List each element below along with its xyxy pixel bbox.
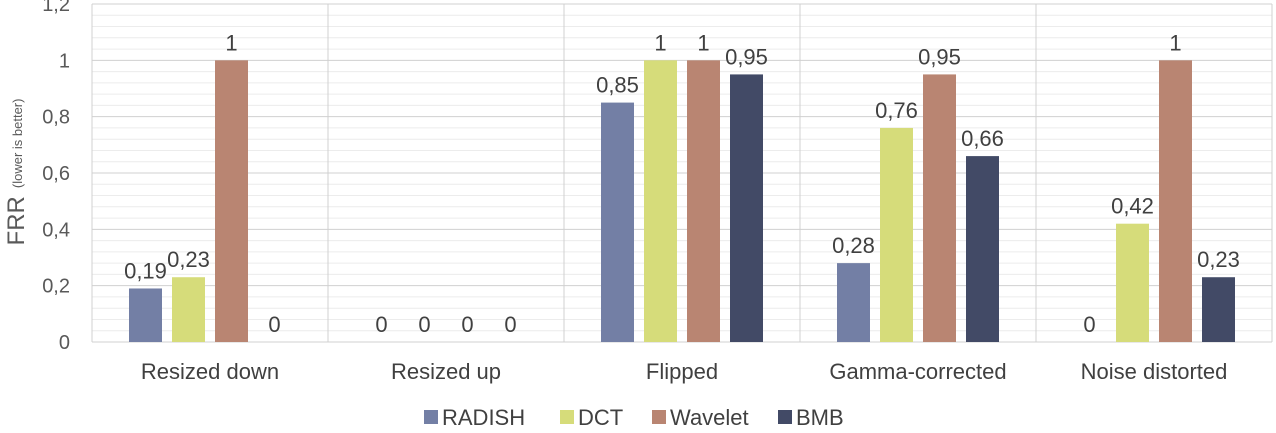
data-label: 1 — [1169, 30, 1181, 55]
bar-radish — [837, 263, 870, 342]
data-label: 0 — [461, 312, 473, 337]
bar-bmb — [1202, 277, 1235, 342]
legend: RADISH DCT Wavelet BMB — [424, 405, 844, 430]
data-label: 0,66 — [961, 126, 1004, 151]
legend-label: DCT — [578, 405, 623, 430]
bar-wavelet — [923, 74, 956, 343]
data-label: 0 — [418, 312, 430, 337]
legend-swatch-bmb — [778, 410, 792, 424]
bar-dct — [644, 60, 677, 342]
legend-swatch-dct — [560, 410, 574, 424]
data-label: 0,23 — [1197, 247, 1240, 272]
data-label: 1 — [654, 30, 666, 55]
y-tick-label: 1,2 — [42, 0, 70, 16]
legend-swatch-radish — [424, 410, 438, 424]
y-axis-ticks: 0 0,2 0,4 0,6 0,8 1 1,2 — [42, 0, 70, 354]
data-label: 0,23 — [167, 247, 210, 272]
bar-bmb — [966, 156, 999, 342]
data-label: 0,95 — [918, 44, 961, 69]
data-label: 0,76 — [875, 98, 918, 123]
bar-dct — [880, 127, 913, 342]
data-label: 0,19 — [124, 258, 167, 283]
data-label: 0 — [1083, 312, 1095, 337]
legend-label: RADISH — [442, 405, 525, 430]
x-category-label: Resized up — [391, 359, 501, 384]
x-category-label: Resized down — [141, 359, 279, 384]
data-label: 0,42 — [1111, 194, 1154, 219]
bar-wavelet — [215, 60, 248, 342]
data-label: 0,85 — [596, 73, 639, 98]
data-label: 0,95 — [725, 44, 768, 69]
x-category-label: Noise distorted — [1081, 359, 1228, 384]
data-label: 0 — [375, 312, 387, 337]
y-tick-label: 0,4 — [42, 219, 70, 241]
legend-swatch-wavelet — [652, 410, 666, 424]
y-axis-title-sub: (lower is better) — [10, 99, 25, 189]
bar-wavelet — [1159, 60, 1192, 342]
bar-dct — [172, 277, 205, 342]
y-tick-label: 0 — [59, 332, 70, 354]
y-axis-title: FRR (lower is better) — [3, 99, 30, 246]
data-label: 0,28 — [832, 233, 875, 258]
data-label: 1 — [225, 30, 237, 55]
bar-wavelet — [687, 60, 720, 342]
y-tick-label: 0,6 — [42, 163, 70, 185]
legend-label: Wavelet — [670, 405, 749, 430]
bar-radish — [129, 288, 162, 342]
x-axis-categories: Resized down Resized up Flipped Gamma-corre… — [141, 359, 1227, 384]
data-label: 1 — [697, 30, 709, 55]
bar-dct — [1116, 223, 1149, 342]
legend-label: BMB — [796, 405, 844, 430]
y-tick-label: 0,8 — [42, 107, 70, 129]
x-category-label: Flipped — [646, 359, 718, 384]
bar-bmb — [730, 74, 763, 343]
x-category-label: Gamma-corrected — [829, 359, 1006, 384]
y-tick-label: 1 — [59, 50, 70, 72]
data-label: 0 — [504, 312, 516, 337]
bar-radish — [601, 102, 634, 342]
data-label: 0 — [268, 312, 280, 337]
y-tick-label: 0,2 — [42, 276, 70, 298]
bars — [129, 60, 1235, 343]
gridlines — [91, 3, 1273, 343]
y-axis-title-main: FRR — [3, 196, 30, 245]
